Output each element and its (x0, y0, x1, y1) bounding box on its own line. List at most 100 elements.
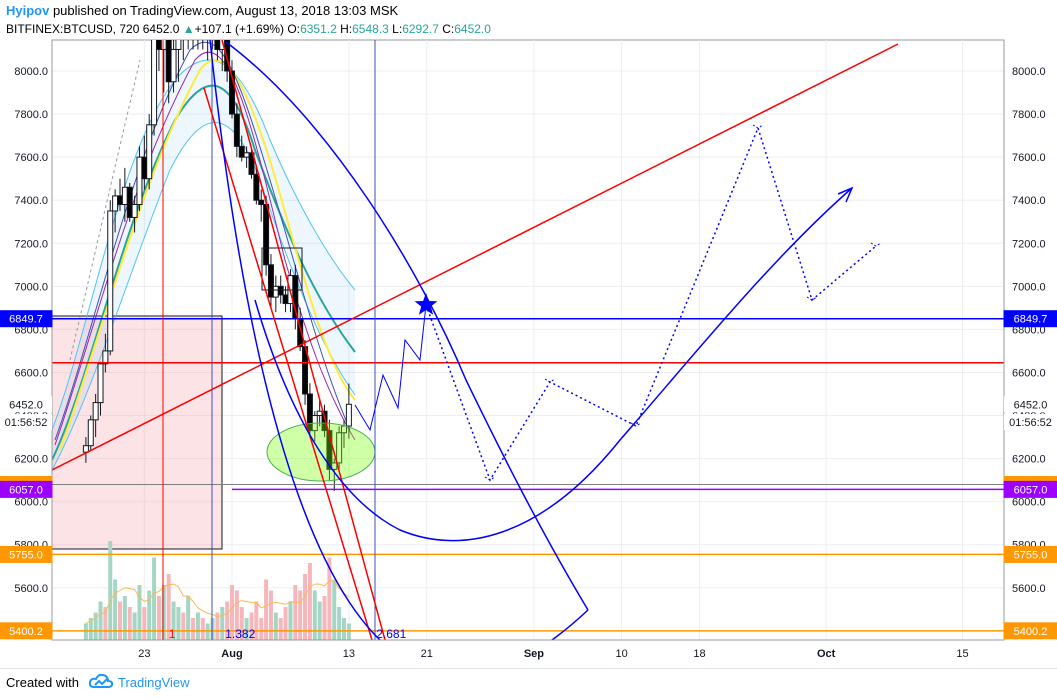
y-tick-label-left: 7400.0 (14, 195, 48, 207)
volume-bar (142, 607, 147, 640)
tradingview-brand-link[interactable]: TradingView (118, 675, 190, 690)
dotted-projection-path (425, 125, 877, 482)
red-trend-line (52, 43, 899, 471)
candle-body (121, 186, 128, 206)
volume-bar (137, 585, 142, 640)
volume-bar (268, 590, 273, 640)
candles (82, 40, 352, 491)
y-tick-label-left: 5600.0 (14, 583, 48, 595)
price-chart[interactable]: 11.3822.6815600.05800.06000.06200.06400.… (0, 0, 1057, 668)
y-axis-left: 5600.05800.06000.06200.06400.06600.06800… (14, 66, 48, 595)
volume-bar (210, 618, 215, 640)
volume-bar (156, 596, 161, 640)
author-name[interactable]: Hyipov (6, 3, 50, 18)
volume-bar (152, 557, 157, 640)
blue-descending-arc (209, 40, 589, 640)
volume-bar (176, 607, 181, 640)
star-icon (414, 293, 438, 315)
candle-body (82, 445, 89, 453)
x-tick-label: Sep (524, 648, 544, 660)
candle-body (326, 430, 333, 470)
plot-area (52, 40, 1004, 640)
y-tick-label-left: 6200.0 (14, 454, 48, 466)
bollinger-band-fill (52, 60, 355, 470)
candle-body (345, 403, 352, 427)
price-tag-label-left: 6849.7 (9, 314, 43, 326)
candle-body (306, 393, 313, 432)
x-tick-label: 13 (343, 648, 355, 660)
dotted-arrow-icon (484, 476, 496, 481)
volume-bar (332, 579, 337, 640)
tradingview-cloud-icon[interactable] (88, 672, 114, 695)
candle-body (87, 419, 94, 447)
y-tick-label-right: 8000.0 (1012, 66, 1046, 78)
candle-body (112, 195, 119, 212)
price-tag-left (0, 545, 53, 563)
x-tick-label: 10 (615, 648, 627, 660)
volume-bar (293, 585, 298, 640)
symbol-info-line: BITFINEX:BTCUSD, 720 6452.0 ▲+107.1 (+1.… (6, 22, 491, 36)
candle-body (267, 264, 274, 298)
price-tag-label-left: 01:56:52 (5, 417, 48, 429)
x-tick-label: 18 (693, 648, 705, 660)
price-change: +107.1 (+1.69%) (194, 22, 285, 36)
y-tick-label-left: 7200.0 (14, 238, 48, 250)
x-tick-label: 23 (138, 648, 150, 660)
volume-bar (264, 579, 269, 640)
price-tag-label-right: 5400.2 (1014, 626, 1048, 638)
candle-body (102, 350, 109, 365)
candle-body (277, 285, 284, 296)
volume-bar (230, 585, 234, 640)
price-tag-right (1003, 310, 1057, 328)
price-tag-label-left: 6452.0 (9, 399, 43, 411)
red-channel-line-2 (203, 87, 373, 640)
price-tag-right (1003, 480, 1057, 498)
volume-bar (127, 607, 132, 640)
volume-bar (317, 601, 322, 640)
volume-bar (205, 623, 210, 640)
publish-info: published on TradingView.com, August 13,… (49, 3, 399, 18)
volume-bar (215, 612, 220, 640)
volume-bar (93, 612, 98, 640)
y-tick-label-right: 7600.0 (1012, 152, 1046, 164)
price-tag-right (1004, 396, 1057, 413)
x-tick-label: Oct (817, 648, 836, 660)
up-arrow-icon: ▲ (182, 22, 195, 36)
y-tick-label-right: 6600.0 (1012, 367, 1046, 379)
dotted-arrow-icon (752, 124, 764, 129)
volume-bar (117, 601, 122, 640)
volume-bar (249, 612, 254, 640)
y-tick-label-right: 6800.0 (1012, 324, 1046, 336)
y-tick-label-left: 7000.0 (14, 281, 48, 293)
y-tick-label-left: 7800.0 (14, 109, 48, 121)
volume-bar (322, 596, 327, 640)
volume-bar (303, 574, 308, 640)
symbol-name[interactable]: BITFINEX:BTCUSD, 720 (6, 22, 140, 36)
candle-body (131, 204, 138, 218)
last-price: 6452.0 (142, 22, 180, 36)
candle-body (136, 156, 143, 206)
high-value: 6548.3 (352, 22, 389, 36)
candle-body (107, 210, 114, 352)
y-tick-label-right: 6200.0 (1012, 454, 1046, 466)
low-value: 6292.7 (402, 22, 439, 36)
y-tick-label-right: 7200.0 (1012, 238, 1046, 250)
fib-level-label: 2.681 (376, 627, 406, 641)
volume-bar (239, 607, 244, 640)
price-tag-label-right: 6849.7 (1014, 314, 1048, 326)
ma-teal-line (52, 84, 356, 461)
candle-body (141, 156, 148, 180)
volume-bar (191, 618, 196, 640)
candle-body (155, 40, 162, 50)
volume-bar (171, 601, 176, 640)
close-label: C: (442, 22, 455, 36)
fib-level-label: 1.382 (225, 627, 255, 641)
volume-bar (273, 612, 278, 640)
bollinger-upper (52, 59, 356, 431)
volume-bar (278, 618, 283, 640)
price-tag-label-right: 5755.0 (1014, 549, 1048, 561)
candle-body (282, 294, 289, 305)
y-axis-right: 5600.05800.06000.06200.06400.06600.06800… (1012, 66, 1046, 595)
volume-bar (342, 618, 347, 640)
candle-body (253, 173, 260, 201)
